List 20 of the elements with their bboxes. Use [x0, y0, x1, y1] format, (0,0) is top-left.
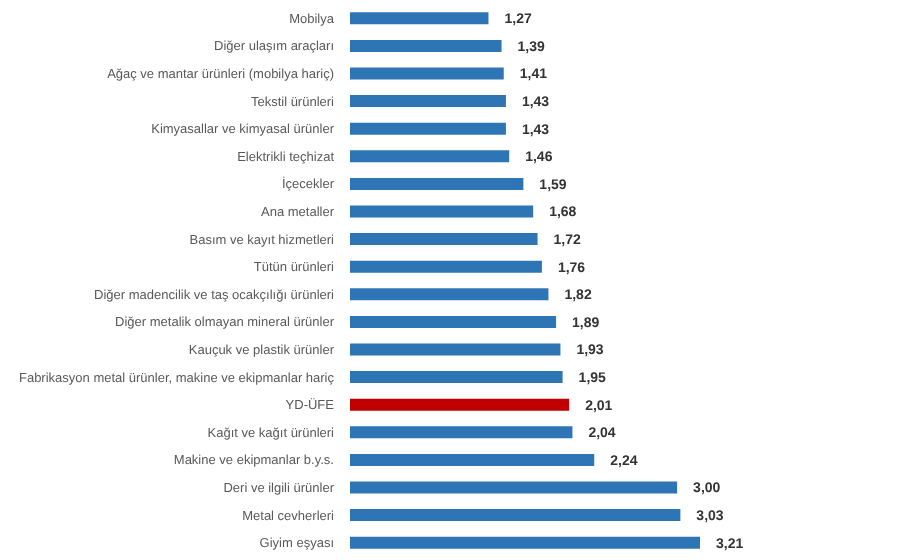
bar	[350, 122, 506, 135]
bar	[350, 453, 595, 466]
bar	[350, 481, 678, 494]
bar	[350, 150, 510, 163]
bar	[350, 12, 489, 25]
bar	[350, 371, 563, 384]
bar	[350, 343, 561, 356]
bar	[350, 67, 504, 80]
bar	[350, 398, 570, 411]
bar	[350, 260, 542, 273]
bar	[350, 288, 549, 301]
bar	[350, 315, 557, 328]
bar	[350, 39, 502, 52]
bar	[350, 205, 534, 218]
bar	[350, 233, 538, 246]
bar	[350, 426, 573, 439]
bar	[350, 536, 700, 549]
bar	[350, 177, 524, 190]
bar	[350, 509, 681, 522]
bar	[350, 95, 506, 108]
